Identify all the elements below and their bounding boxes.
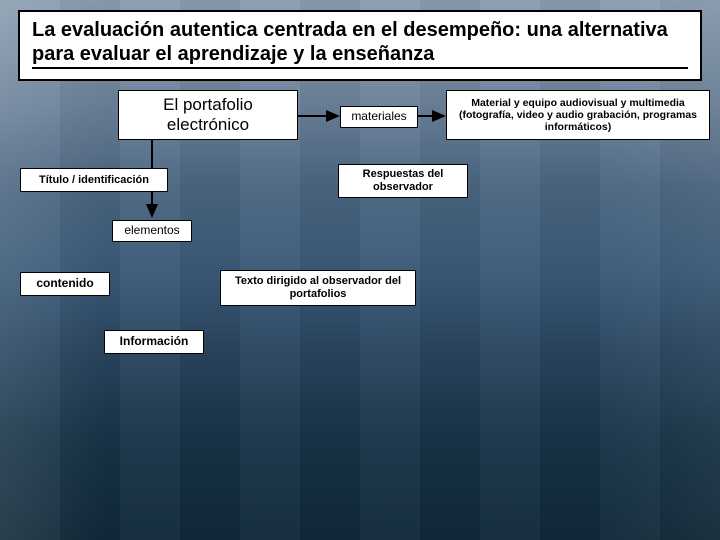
node-contenido: contenido	[20, 272, 110, 296]
slide-title: La evaluación autentica centrada en el d…	[18, 10, 702, 81]
node-portafolio-electronico: El portafolio electrónico	[118, 90, 298, 140]
node-label: elementos	[124, 224, 179, 238]
node-label: Respuestas del observador	[345, 168, 461, 193]
node-label: Texto dirigido al observador del portafo…	[227, 275, 409, 300]
slide-title-text: La evaluación autentica centrada en el d…	[32, 18, 688, 69]
node-label: Título / identificación	[39, 174, 149, 187]
node-respuestas-observador: Respuestas del observador	[338, 164, 468, 198]
node-label: Información	[120, 335, 189, 349]
node-label: materiales	[351, 110, 406, 124]
node-elementos: elementos	[112, 220, 192, 242]
node-label: contenido	[36, 277, 93, 291]
node-label: El portafolio electrónico	[125, 95, 291, 134]
node-texto-dirigido: Texto dirigido al observador del portafo…	[220, 270, 416, 306]
node-informacion: Información	[104, 330, 204, 354]
node-titulo-identificacion: Título / identificación	[20, 168, 168, 192]
node-material-equipo: Material y equipo audiovisual y multimed…	[446, 90, 710, 140]
node-materiales: materiales	[340, 106, 418, 128]
node-label: Material y equipo audiovisual y multimed…	[453, 97, 703, 133]
